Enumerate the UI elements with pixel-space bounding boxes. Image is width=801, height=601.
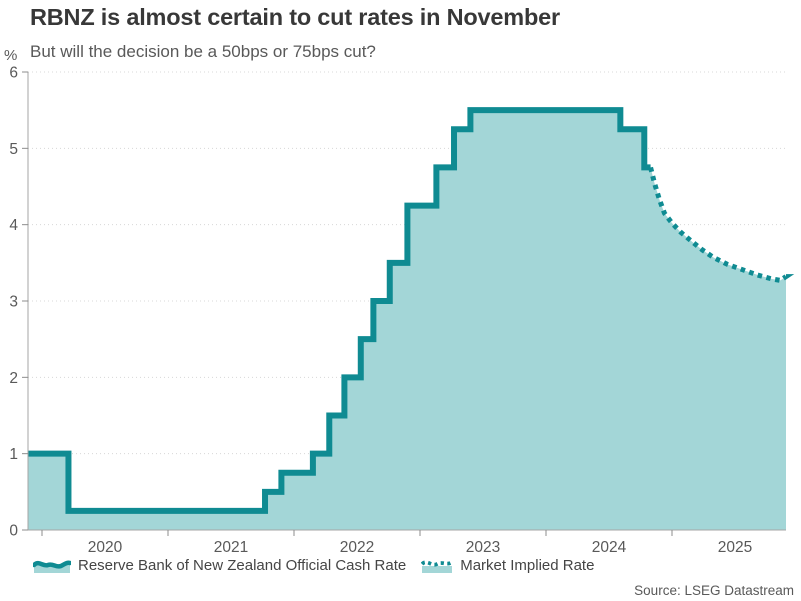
ocr-area-fill xyxy=(28,110,787,531)
implied-rate-line xyxy=(648,166,795,284)
ocr-area-swatch-icon xyxy=(33,560,71,573)
axes: 0 1 2 3 4 5 6 2020 2021 2022 2023 2024 2025 xyxy=(9,65,786,556)
y-tick-label: 1 xyxy=(9,446,18,463)
y-tick-label: 6 xyxy=(9,65,18,82)
legend-item-implied: Market Implied Rate xyxy=(421,556,594,574)
chart-title: RBNZ is almost certain to cut rates in N… xyxy=(30,4,560,30)
x-tick-label: 2024 xyxy=(592,539,627,556)
chart-legend: Reserve Bank of New Zealand Official Cas… xyxy=(33,556,594,574)
legend-item-ocr: Reserve Bank of New Zealand Official Cas… xyxy=(33,556,406,574)
y-tick-label: 5 xyxy=(9,141,18,158)
x-tick-label: 2025 xyxy=(718,539,752,556)
implied-dotted-swatch-icon xyxy=(421,560,454,573)
chart-subtitle: But will the decision be a 50bps or 75bp… xyxy=(30,42,376,61)
y-tick-label: 2 xyxy=(9,370,18,387)
x-tick-label: 2022 xyxy=(340,539,374,556)
y-tick-label: 4 xyxy=(9,217,18,234)
x-tick-label: 2021 xyxy=(214,539,248,556)
source-credit: Source: LSEG Datastream xyxy=(634,583,794,598)
x-tick-label: 2020 xyxy=(88,539,123,556)
ocr-line xyxy=(28,107,651,514)
legend-label-ocr: Reserve Bank of New Zealand Official Cas… xyxy=(78,556,407,574)
x-tick-label: 2023 xyxy=(466,539,500,556)
legend-label-implied: Market Implied Rate xyxy=(460,556,595,574)
y-tick-label: 0 xyxy=(9,523,18,540)
y-axis-unit-label: % xyxy=(4,47,18,64)
y-tick-label: 3 xyxy=(9,294,18,311)
